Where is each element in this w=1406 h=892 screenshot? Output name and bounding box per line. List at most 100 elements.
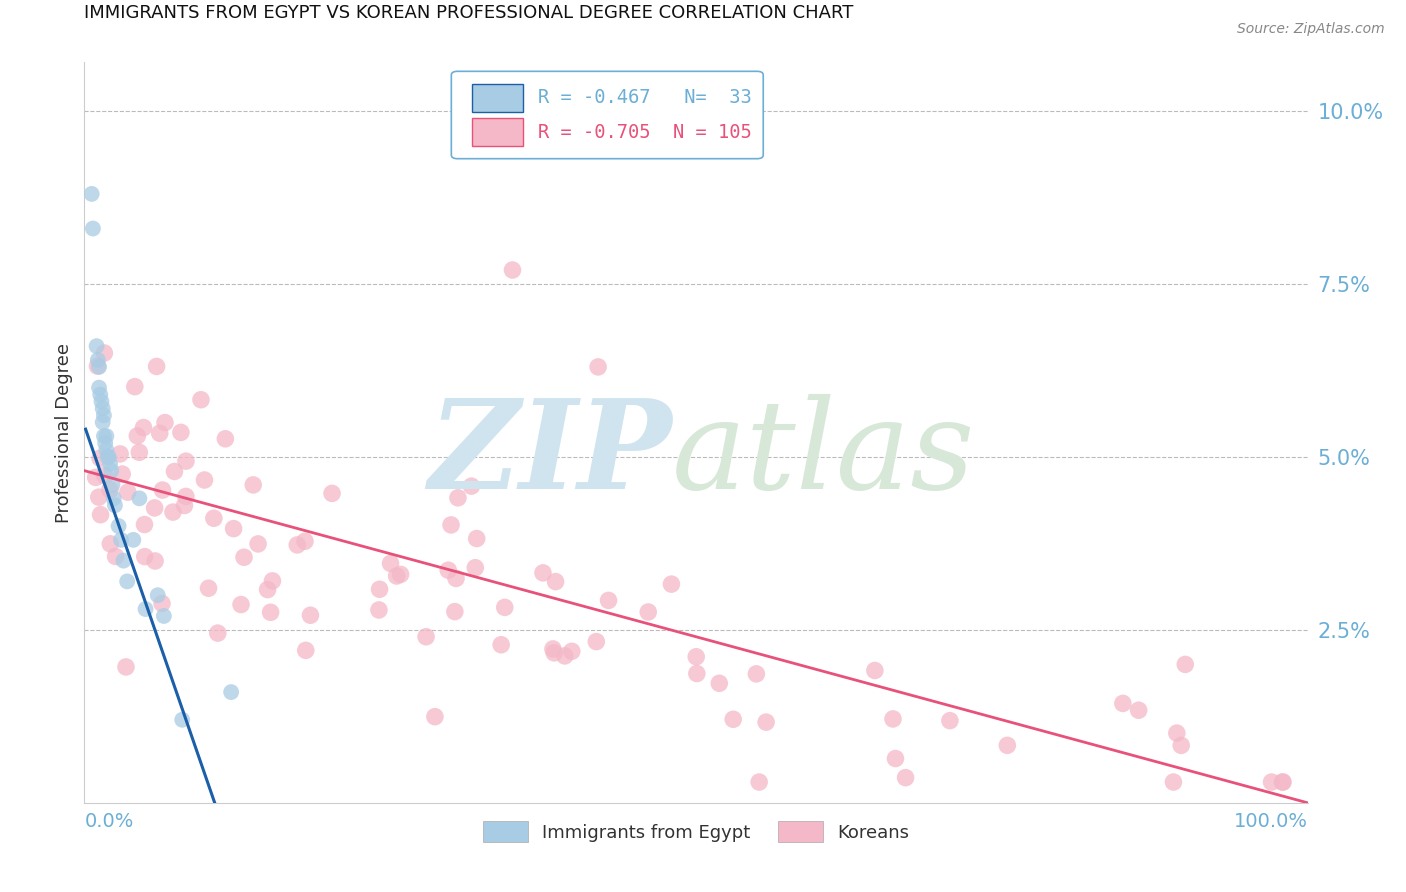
Point bbox=[82, 221, 104, 235]
Point bbox=[128, 445, 150, 459]
Point bbox=[233, 550, 256, 565]
Point bbox=[132, 420, 155, 434]
Point bbox=[1112, 697, 1135, 711]
Point bbox=[882, 712, 904, 726]
Point bbox=[104, 549, 127, 564]
Point bbox=[709, 676, 731, 690]
Point bbox=[91, 415, 114, 429]
Point bbox=[247, 537, 270, 551]
Point bbox=[122, 533, 145, 547]
Point bbox=[91, 401, 114, 416]
Point bbox=[115, 574, 138, 589]
Point bbox=[87, 490, 110, 504]
Text: ZIP: ZIP bbox=[427, 394, 672, 516]
Point bbox=[143, 554, 166, 568]
Point bbox=[145, 359, 167, 374]
Point bbox=[86, 339, 108, 353]
Point bbox=[494, 600, 516, 615]
Point bbox=[134, 549, 156, 564]
Point bbox=[103, 491, 125, 506]
Point bbox=[262, 574, 284, 588]
Point bbox=[149, 426, 172, 441]
Point bbox=[143, 500, 166, 515]
Point bbox=[193, 473, 215, 487]
Point bbox=[1128, 703, 1150, 717]
Point bbox=[229, 598, 252, 612]
Point bbox=[884, 751, 907, 765]
Point bbox=[98, 483, 121, 497]
Text: IMMIGRANTS FROM EGYPT VS KOREAN PROFESSIONAL DEGREE CORRELATION CHART: IMMIGRANTS FROM EGYPT VS KOREAN PROFESSI… bbox=[84, 4, 853, 21]
Point bbox=[863, 664, 886, 678]
Point bbox=[127, 429, 149, 443]
Point bbox=[543, 646, 565, 660]
Point bbox=[96, 429, 118, 443]
Point bbox=[1170, 739, 1192, 753]
Point bbox=[124, 379, 146, 393]
Point bbox=[174, 490, 197, 504]
Point bbox=[152, 483, 174, 497]
Point bbox=[894, 771, 917, 785]
Point bbox=[415, 630, 437, 644]
Text: 0.0%: 0.0% bbox=[84, 813, 134, 831]
Point bbox=[259, 605, 281, 619]
Point bbox=[321, 486, 343, 500]
Point bbox=[93, 429, 115, 443]
Point bbox=[423, 709, 446, 723]
Point bbox=[1272, 775, 1295, 789]
Point bbox=[444, 571, 467, 585]
Point bbox=[153, 416, 176, 430]
Point bbox=[585, 634, 607, 648]
Point bbox=[90, 394, 112, 409]
Point bbox=[368, 603, 391, 617]
Point bbox=[389, 567, 412, 582]
Point bbox=[98, 457, 121, 471]
Point bbox=[561, 644, 583, 658]
Point bbox=[685, 649, 707, 664]
Point bbox=[104, 498, 127, 512]
Point bbox=[256, 582, 278, 597]
Text: Source: ZipAtlas.com: Source: ZipAtlas.com bbox=[1237, 22, 1385, 37]
Point bbox=[153, 609, 176, 624]
Y-axis label: Professional Degree: Professional Degree bbox=[55, 343, 73, 523]
Point bbox=[150, 596, 173, 610]
Point bbox=[197, 581, 219, 595]
Point bbox=[117, 485, 139, 500]
Point bbox=[202, 511, 225, 525]
Text: 100.0%: 100.0% bbox=[1233, 813, 1308, 831]
Point bbox=[108, 447, 131, 461]
Point bbox=[444, 605, 467, 619]
Point bbox=[1271, 775, 1294, 789]
Point bbox=[294, 534, 316, 549]
Point bbox=[502, 263, 524, 277]
Point bbox=[1166, 726, 1188, 740]
Point bbox=[207, 626, 229, 640]
Point bbox=[748, 775, 770, 789]
Point bbox=[464, 560, 486, 574]
Point bbox=[87, 353, 110, 368]
Point bbox=[242, 478, 264, 492]
Point bbox=[598, 593, 620, 607]
Text: atlas: atlas bbox=[672, 394, 974, 516]
Point bbox=[112, 554, 135, 568]
Point bbox=[1260, 775, 1282, 789]
Point bbox=[541, 642, 564, 657]
Point bbox=[447, 491, 470, 505]
Point bbox=[89, 451, 111, 466]
Point bbox=[86, 359, 108, 373]
Point bbox=[93, 346, 115, 360]
Point bbox=[93, 468, 115, 483]
Point bbox=[97, 450, 120, 464]
Point bbox=[745, 666, 768, 681]
Point bbox=[437, 563, 460, 577]
Point bbox=[440, 517, 463, 532]
Point bbox=[110, 533, 132, 547]
Point bbox=[686, 666, 709, 681]
Point bbox=[637, 605, 659, 619]
Point bbox=[214, 432, 236, 446]
Point bbox=[1174, 657, 1197, 672]
Point bbox=[107, 519, 129, 533]
Point bbox=[721, 712, 744, 726]
Point bbox=[128, 491, 150, 506]
Point bbox=[93, 409, 115, 423]
Point bbox=[285, 538, 308, 552]
